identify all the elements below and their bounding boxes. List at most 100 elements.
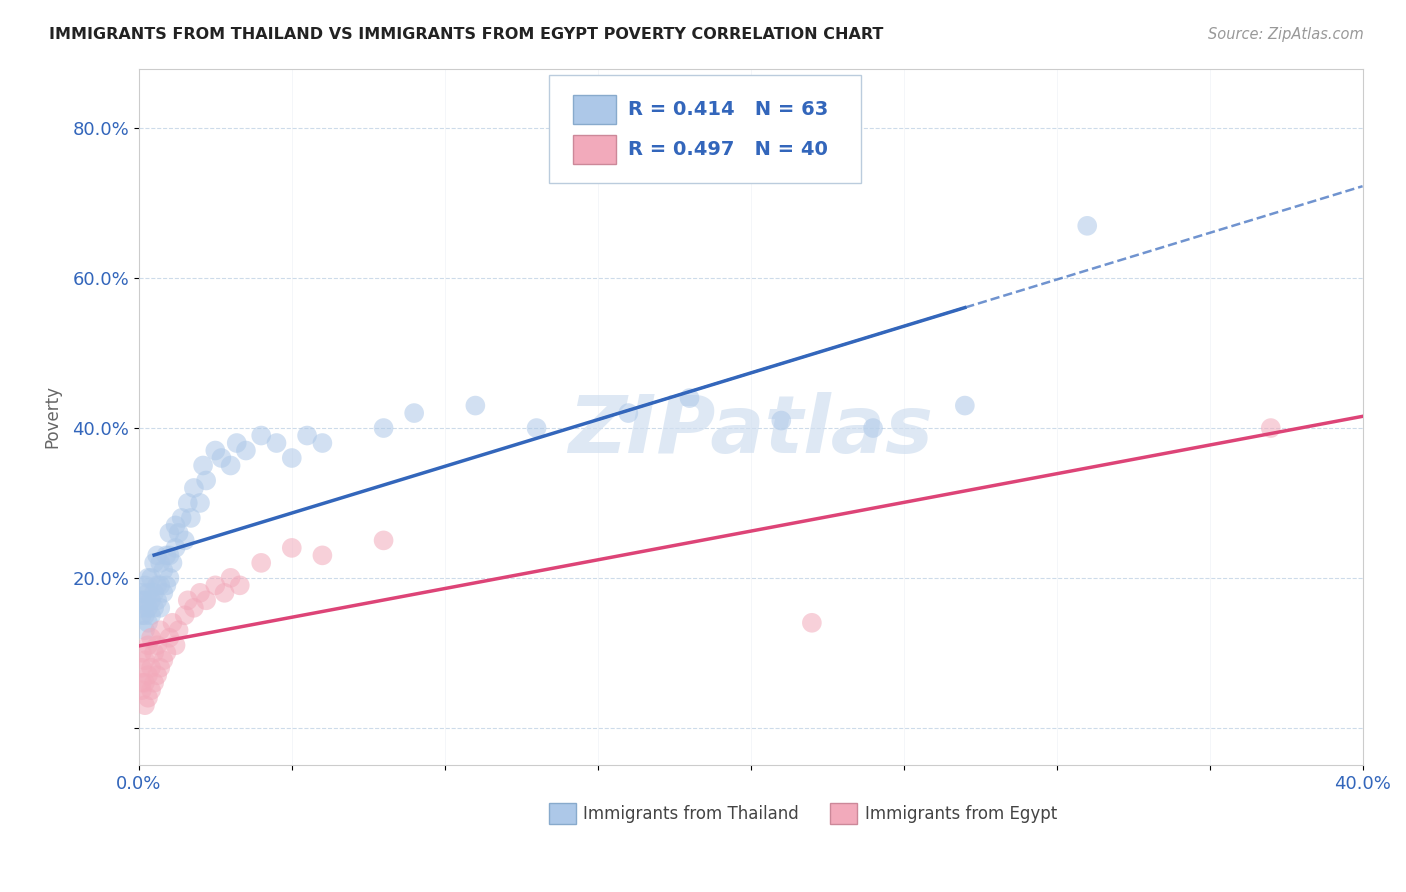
Point xyxy=(281,450,304,465)
Bar xyxy=(830,804,858,824)
Point xyxy=(136,690,159,705)
Y-axis label: Poverty: Poverty xyxy=(44,385,60,449)
Point xyxy=(149,600,172,615)
Point xyxy=(157,631,180,645)
Point xyxy=(195,593,218,607)
Point xyxy=(134,624,156,638)
Point xyxy=(191,458,214,473)
Bar xyxy=(548,804,575,824)
Point xyxy=(167,624,190,638)
Text: Immigrants from Thailand: Immigrants from Thailand xyxy=(583,805,799,822)
Text: Source: ZipAtlas.com: Source: ZipAtlas.com xyxy=(1208,27,1364,42)
Point xyxy=(219,571,242,585)
Point xyxy=(464,399,486,413)
Point xyxy=(139,661,162,675)
Point xyxy=(266,436,288,450)
Point xyxy=(167,525,190,540)
Point xyxy=(295,428,318,442)
Point xyxy=(177,496,200,510)
Point xyxy=(157,525,180,540)
Point xyxy=(219,458,242,473)
Point xyxy=(136,668,159,682)
Point xyxy=(373,421,395,435)
Point xyxy=(131,675,153,690)
Point xyxy=(139,683,162,698)
Point xyxy=(136,600,159,615)
Point xyxy=(225,436,247,450)
Text: R = 0.497   N = 40: R = 0.497 N = 40 xyxy=(628,140,828,159)
Point xyxy=(229,578,252,592)
Point xyxy=(149,624,172,638)
Point xyxy=(311,549,333,563)
Point xyxy=(526,421,548,435)
Point xyxy=(617,406,640,420)
Point xyxy=(180,511,202,525)
Point xyxy=(204,443,226,458)
Text: R = 0.414   N = 63: R = 0.414 N = 63 xyxy=(628,100,828,120)
Point xyxy=(146,549,169,563)
Point xyxy=(250,428,273,442)
Point xyxy=(155,646,177,660)
Point xyxy=(214,586,236,600)
Point xyxy=(953,399,976,413)
Point xyxy=(131,600,153,615)
Point xyxy=(146,638,169,652)
Point xyxy=(146,593,169,607)
Bar xyxy=(574,135,616,164)
Point xyxy=(139,608,162,623)
Point xyxy=(143,600,166,615)
Point xyxy=(162,615,184,630)
Point xyxy=(134,608,156,623)
Point xyxy=(131,593,153,607)
Point xyxy=(134,653,156,667)
Point xyxy=(162,556,184,570)
Point xyxy=(183,481,205,495)
Point xyxy=(157,571,180,585)
Point xyxy=(136,615,159,630)
Point xyxy=(170,511,193,525)
Point xyxy=(134,675,156,690)
Point xyxy=(143,586,166,600)
Point xyxy=(143,556,166,570)
Point xyxy=(149,578,172,592)
Point xyxy=(152,653,174,667)
Point xyxy=(800,615,823,630)
Point xyxy=(139,593,162,607)
Point xyxy=(136,571,159,585)
Point xyxy=(134,578,156,592)
Point xyxy=(1260,421,1282,435)
Point xyxy=(311,436,333,450)
Point xyxy=(188,586,211,600)
Point xyxy=(136,638,159,652)
Point xyxy=(152,563,174,577)
Point xyxy=(173,608,195,623)
Point xyxy=(165,541,187,555)
Point xyxy=(183,600,205,615)
Point xyxy=(131,586,153,600)
Point xyxy=(155,549,177,563)
Point xyxy=(678,391,700,405)
Point xyxy=(188,496,211,510)
Point xyxy=(165,638,187,652)
Text: Immigrants from Egypt: Immigrants from Egypt xyxy=(865,805,1057,822)
FancyBboxPatch shape xyxy=(548,76,860,184)
Point xyxy=(204,578,226,592)
Point xyxy=(149,661,172,675)
Point xyxy=(250,556,273,570)
Point xyxy=(404,406,426,420)
Point xyxy=(195,474,218,488)
Point xyxy=(139,571,162,585)
Point xyxy=(155,578,177,592)
Point xyxy=(173,533,195,548)
Point xyxy=(149,556,172,570)
Point xyxy=(131,608,153,623)
Point xyxy=(131,661,153,675)
Text: IMMIGRANTS FROM THAILAND VS IMMIGRANTS FROM EGYPT POVERTY CORRELATION CHART: IMMIGRANTS FROM THAILAND VS IMMIGRANTS F… xyxy=(49,27,883,42)
Point xyxy=(131,646,153,660)
Point xyxy=(143,675,166,690)
Point xyxy=(136,586,159,600)
Text: ZIPatlas: ZIPatlas xyxy=(568,392,934,470)
Point xyxy=(862,421,884,435)
Point xyxy=(165,518,187,533)
Point xyxy=(157,549,180,563)
